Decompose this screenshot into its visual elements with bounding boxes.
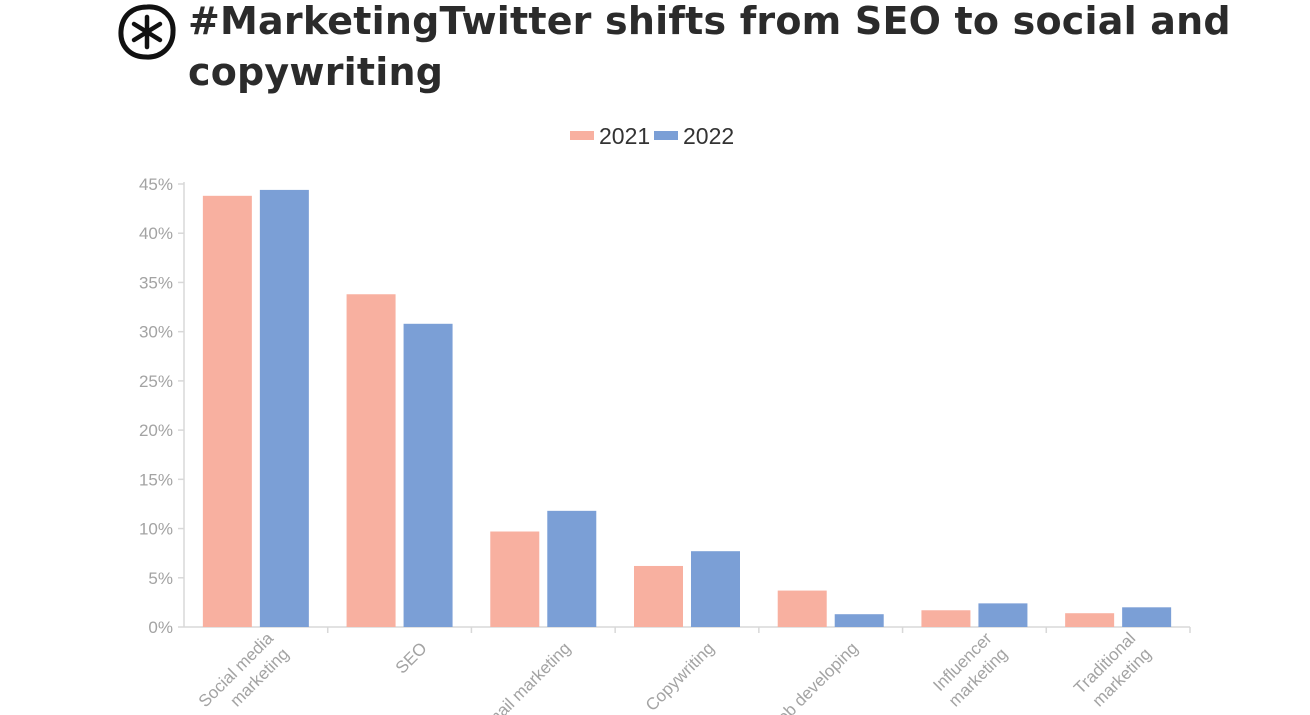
- bar-2021-4: [777, 590, 827, 627]
- bar-2021-5: [921, 610, 971, 627]
- bar-2022-4: [834, 614, 884, 627]
- y-tick-label: 40%: [139, 224, 173, 243]
- x-category-label: Web developing: [762, 639, 861, 715]
- bar-2022-0: [259, 189, 309, 627]
- legend-label-2022: 2022: [683, 123, 734, 149]
- asterisk-circle-logo-icon: [118, 4, 176, 60]
- x-category-label-line: Copywriting: [642, 639, 718, 715]
- y-tick-label: 35%: [139, 273, 173, 292]
- x-category-label: Social mediamarketing: [195, 628, 293, 715]
- x-category-label-line: Web developing: [762, 639, 861, 715]
- x-category-label: SEO: [392, 639, 431, 678]
- y-tick-label: 20%: [139, 421, 173, 440]
- y-tick-label: 30%: [139, 323, 173, 342]
- bar-2022-6: [1122, 607, 1172, 627]
- legend-label-2021: 2021: [599, 123, 650, 149]
- legend-swatch-2021: [570, 131, 594, 140]
- y-tick-label: 0%: [148, 618, 173, 637]
- x-category-label: Influencermarketing: [929, 629, 1011, 711]
- x-category-label: Email marketing: [475, 639, 575, 715]
- bar-2021-1: [346, 294, 396, 627]
- chart-title: #MarketingTwitter shifts from SEO to soc…: [188, 0, 1231, 94]
- bar-2021-3: [634, 565, 683, 627]
- bar-2022-3: [691, 551, 740, 627]
- bar-2021-0: [202, 195, 252, 627]
- x-category-label: Copywriting: [642, 639, 718, 715]
- legend-swatch-2022: [654, 131, 678, 140]
- y-tick-label: 45%: [139, 175, 173, 194]
- bar-2022-1: [403, 323, 453, 627]
- x-category-label-line: Email marketing: [475, 639, 575, 715]
- bar-2022-2: [547, 510, 597, 627]
- bar-2021-6: [1065, 613, 1115, 627]
- y-tick-label: 5%: [148, 569, 173, 588]
- y-tick-label: 10%: [139, 520, 173, 539]
- bar-2021-2: [490, 531, 540, 627]
- y-tick-label: 25%: [139, 372, 173, 391]
- x-category-label-line: SEO: [392, 639, 431, 678]
- y-tick-label: 15%: [139, 470, 173, 489]
- bar-2022-5: [978, 603, 1028, 627]
- x-category-label: Traditionalmarketing: [1070, 629, 1155, 714]
